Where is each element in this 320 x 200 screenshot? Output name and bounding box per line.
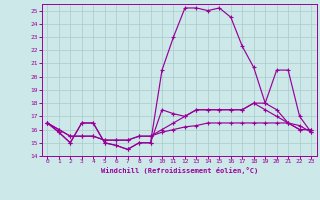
X-axis label: Windchill (Refroidissement éolien,°C): Windchill (Refroidissement éolien,°C) bbox=[100, 167, 258, 174]
